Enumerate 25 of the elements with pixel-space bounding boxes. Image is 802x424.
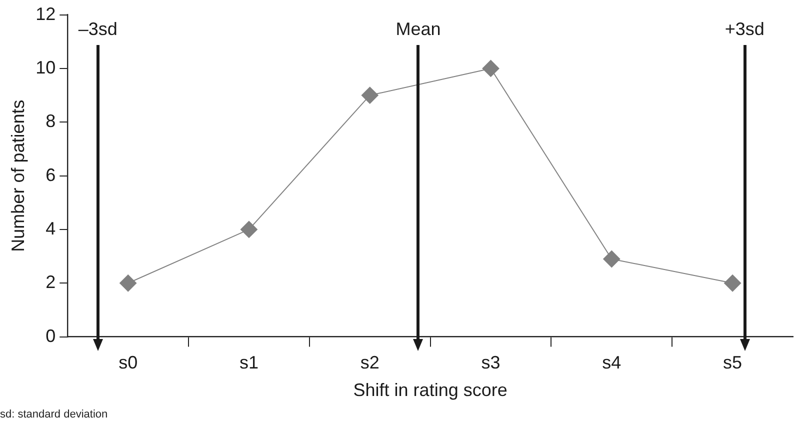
annotation: Mean	[394, 18, 442, 40]
x-axis-title: Shift in rating score	[353, 380, 508, 400]
x-tick-label: s3	[481, 352, 500, 373]
point	[724, 274, 742, 292]
y-tick-label: 10	[36, 57, 56, 78]
x-tick-label: s5	[723, 352, 742, 373]
y-tick-label: 6	[46, 164, 56, 185]
x-tick-label: s2	[360, 352, 380, 373]
y-tick-label: 0	[46, 326, 56, 346]
annotation: +3sd	[724, 18, 766, 40]
x-tick-label: s4	[602, 352, 622, 373]
annotation: –3sd	[78, 18, 118, 39]
y-axis-title: Number of patients	[8, 100, 28, 252]
y-tick-label: 8	[46, 111, 56, 132]
text: sd: standard deviation	[0, 408, 108, 421]
point	[240, 220, 258, 238]
y-tick-label: 12	[36, 4, 56, 24]
y-tick-label: 4	[46, 218, 56, 238]
point	[361, 86, 378, 104]
point	[603, 250, 620, 268]
point	[482, 60, 500, 77]
y-tick-label: 2	[46, 272, 56, 292]
x-tick-label: s0	[118, 352, 138, 373]
point	[120, 274, 137, 292]
x-tick-label: s1	[239, 352, 258, 373]
